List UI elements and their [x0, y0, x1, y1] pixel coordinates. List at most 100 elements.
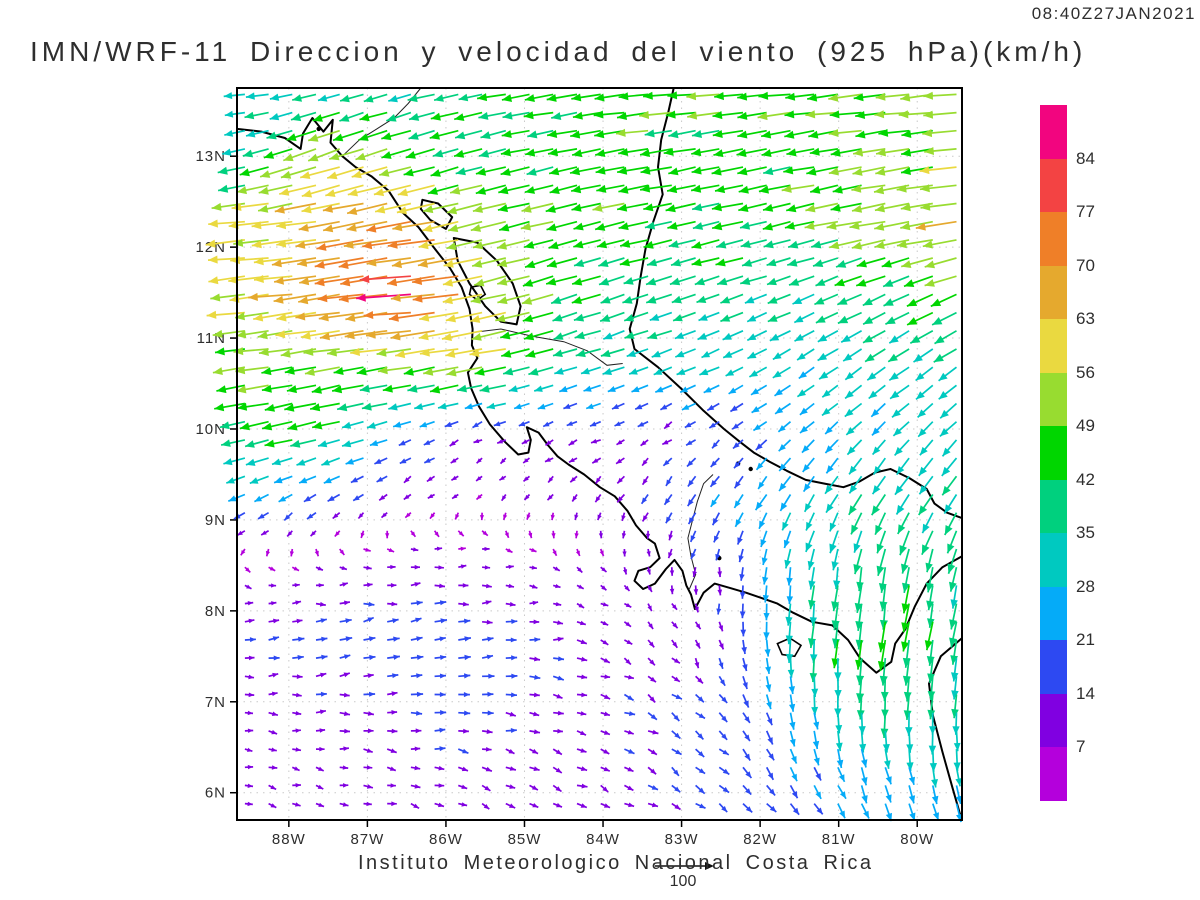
wind-arrow — [647, 748, 658, 756]
wind-arrow — [737, 111, 767, 120]
islet-dot — [316, 126, 321, 132]
wind-arrow — [290, 439, 317, 448]
wind-arrow — [316, 239, 364, 251]
wind-arrow — [615, 128, 649, 137]
wind-arrow — [529, 711, 540, 717]
wind-arrow — [862, 311, 886, 325]
wind-arrow — [765, 712, 773, 726]
wind-arrow — [754, 494, 768, 511]
wind-arrow — [784, 220, 815, 230]
wind-arrow — [908, 785, 916, 804]
wind-arrow — [363, 311, 411, 319]
wind-arrow — [679, 384, 696, 394]
wind-arrow — [718, 803, 728, 813]
wind-arrow — [291, 766, 300, 772]
wind-arrow — [789, 766, 798, 782]
wind-arrow — [326, 166, 364, 180]
lake-outline — [452, 237, 522, 326]
wind-arrow — [573, 220, 601, 231]
wind-arrow — [387, 636, 400, 642]
wind-arrow — [901, 585, 910, 614]
wind-arrow — [906, 749, 914, 772]
wind-arrow — [498, 475, 507, 481]
wind-arrow — [781, 184, 815, 193]
wind-arrow — [475, 166, 506, 176]
wind-arrow — [251, 239, 293, 249]
wind-arrow — [473, 438, 483, 444]
wind-arrow — [236, 530, 246, 537]
wind-arrow — [875, 148, 910, 157]
wind-arrow — [672, 311, 696, 322]
wind-arrow — [739, 567, 745, 581]
wind-arrow — [623, 602, 632, 609]
wind-arrow — [725, 366, 744, 377]
wind-arrow — [450, 457, 459, 464]
wind-arrow — [475, 475, 483, 482]
wind-arrow — [923, 110, 957, 119]
wind-arrow — [278, 493, 293, 503]
wind-arrow — [410, 617, 422, 623]
wind-arrow — [376, 475, 388, 483]
wind-arrow — [881, 257, 910, 268]
wind-arrow — [762, 220, 791, 231]
wind-arrow — [322, 202, 364, 213]
wind-arrow — [623, 693, 635, 702]
wind-arrow — [594, 494, 602, 503]
wind-arrow — [522, 475, 531, 483]
wind-arrow — [851, 184, 886, 193]
wind-arrow — [332, 512, 341, 520]
wind-arrow — [576, 639, 588, 645]
wind-arrow — [449, 184, 483, 195]
wind-arrow — [623, 639, 633, 646]
wind-arrow — [758, 184, 791, 194]
wind-arrow — [257, 329, 293, 340]
wind-arrow — [949, 603, 958, 630]
wind-arrow — [787, 239, 815, 249]
wind-arrow — [829, 110, 862, 119]
wind-arrow — [951, 694, 959, 719]
wind-arrow — [761, 148, 791, 157]
wind-arrow — [481, 636, 494, 642]
wind-arrow — [927, 658, 935, 684]
wind-arrow — [824, 475, 839, 495]
wind-arrow — [692, 567, 697, 578]
wind-arrow — [805, 110, 838, 119]
wind-arrow — [950, 639, 959, 665]
wind-arrow — [762, 567, 769, 585]
wind-arrow — [261, 420, 293, 431]
wind-arrow — [446, 366, 483, 377]
wind-arrow — [392, 220, 435, 232]
wind-arrow — [352, 493, 364, 502]
wind-arrow — [900, 148, 933, 157]
wind-arrow — [434, 655, 447, 660]
wind-arrow — [576, 802, 588, 809]
wind-arrow — [377, 366, 412, 375]
wind-arrow — [328, 148, 364, 161]
wind-arrow — [709, 475, 720, 488]
wind-arrow — [266, 129, 293, 140]
country-border — [687, 474, 714, 590]
wind-arrow — [589, 420, 602, 427]
wind-arrow — [387, 583, 397, 588]
wind-arrow — [831, 548, 839, 571]
wind-arrow — [299, 275, 340, 286]
wind-arrow — [284, 402, 317, 412]
wind-arrow — [261, 384, 293, 393]
wind-arrow — [575, 348, 601, 358]
wind-arrow — [853, 530, 863, 553]
wind-arrow — [739, 220, 767, 230]
wind-arrow — [570, 129, 601, 139]
wind-arrow — [315, 784, 324, 790]
wind-arrow — [621, 530, 627, 539]
wind-arrow — [646, 257, 673, 267]
wind-arrow — [365, 329, 411, 339]
wind-arrow — [552, 548, 558, 557]
wind-arrow — [882, 275, 910, 288]
wind-arrow — [505, 728, 517, 733]
wind-arrow — [737, 129, 767, 139]
lake-outline — [419, 198, 454, 230]
wind-arrow — [524, 257, 554, 269]
wind-arrow — [671, 639, 678, 649]
wind-arrow — [508, 384, 530, 393]
wind-arrow — [733, 475, 744, 489]
